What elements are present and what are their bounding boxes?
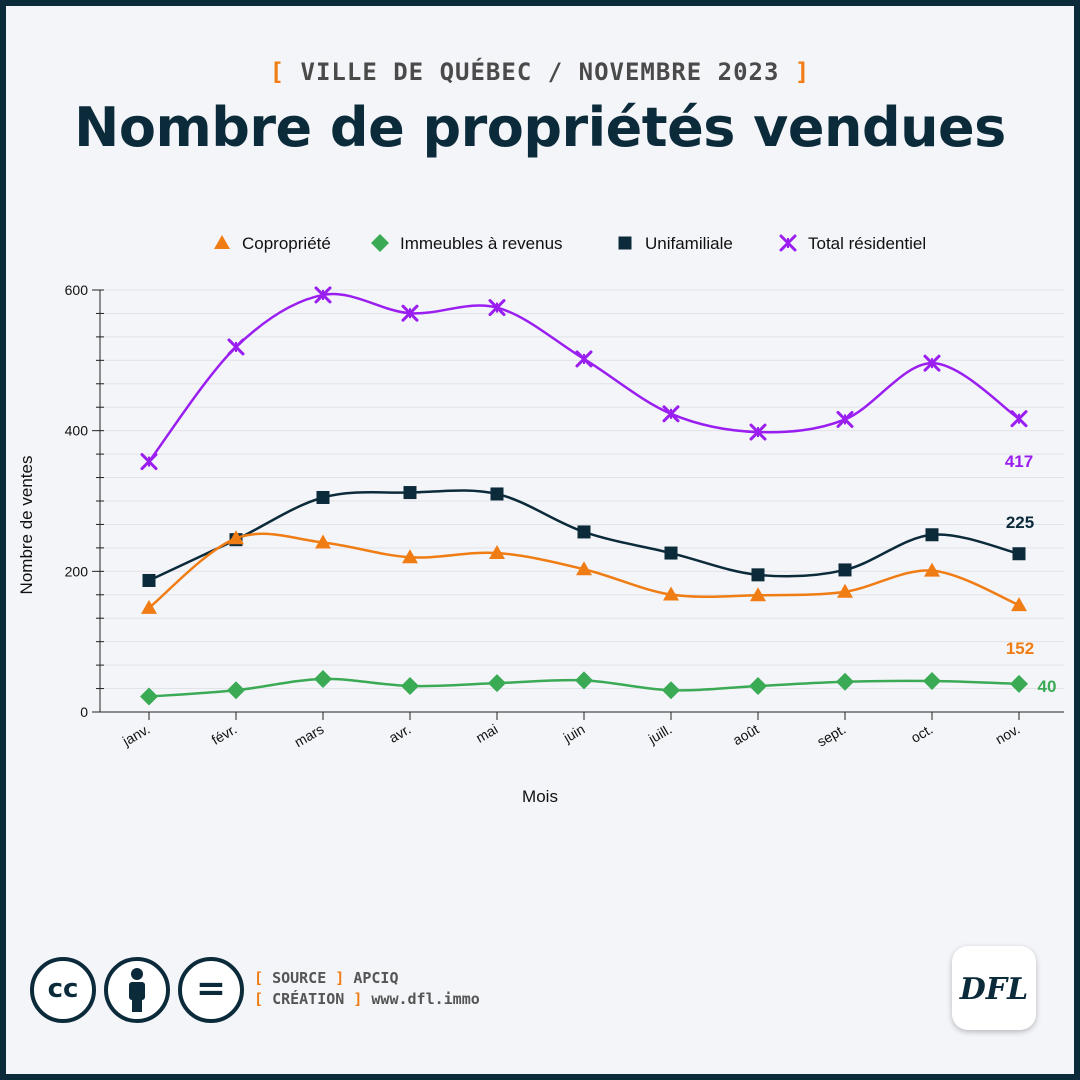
data-point-total-r-sidentiel — [314, 286, 332, 304]
data-point-copropri-t- — [837, 583, 853, 598]
data-point-unifamiliale — [316, 490, 330, 504]
data-point-unifamiliale — [490, 487, 504, 501]
attribution-icon — [104, 957, 170, 1023]
data-point-copropri-t- — [315, 534, 331, 549]
data-point-copropri-t- — [1011, 597, 1027, 612]
cc-license-icon: cc — [30, 957, 96, 1023]
legend-item-copropri-t-[interactable]: Copropriété — [214, 234, 331, 253]
legend-label: Total résidentiel — [808, 234, 926, 253]
data-point-copropri-t- — [750, 587, 766, 602]
legend-item-immeubles-revenus[interactable]: Immeubles à revenus — [371, 234, 563, 253]
x-axis-title: Mois — [522, 787, 558, 806]
end-label-immeubles-revenus: 40 — [1038, 677, 1057, 696]
data-point-immeubles-revenus — [749, 676, 767, 695]
data-point-total-r-sidentiel — [140, 453, 158, 471]
creation-label: CRÉATION — [272, 990, 345, 1008]
end-label-copropri-t-: 152 — [1006, 639, 1034, 658]
data-point-total-r-sidentiel — [836, 410, 854, 428]
cc-text: cc — [47, 974, 79, 1004]
y-axis-title: Nombre de ventes — [17, 456, 36, 595]
data-point-immeubles-revenus — [140, 687, 158, 706]
kicker-text: VILLE DE QUÉBEC / NOVEMBRE 2023 — [300, 58, 780, 86]
legend: Copropriété Immeubles à revenus Unifamilia… — [214, 234, 926, 253]
x-tick-label: juill. — [645, 721, 675, 747]
data-point-unifamiliale — [838, 563, 852, 577]
data-point-unifamiliale — [577, 525, 591, 539]
data-point-immeubles-revenus — [836, 672, 854, 691]
data-point-copropri-t- — [924, 562, 940, 577]
data-point-total-r-sidentiel — [401, 304, 419, 322]
x-tick-label: janv. — [119, 721, 153, 750]
data-point-copropri-t- — [141, 599, 157, 614]
legend-marker-immeubles-revenus — [371, 234, 389, 252]
data-point-total-r-sidentiel — [1010, 410, 1028, 428]
data-point-copropri-t- — [576, 561, 592, 576]
data-point-immeubles-revenus — [227, 681, 245, 700]
y-tick-label: 400 — [65, 423, 89, 439]
series-line-total-r-sidentiel — [148, 292, 1020, 463]
data-point-total-r-sidentiel — [662, 405, 680, 423]
data-point-total-r-sidentiel — [227, 338, 245, 356]
infographic-card: [ VILLE DE QUÉBEC / NOVEMBRE 2023 ] Nomb… — [6, 6, 1074, 1074]
data-point-immeubles-revenus — [314, 669, 332, 688]
data-point-immeubles-revenus — [401, 676, 419, 695]
line-chart: 0 200 400 600 janv. févr. mars avr. mai juin juill… — [17, 234, 1064, 806]
x-tick-label: sept. — [814, 721, 848, 750]
data-point-total-r-sidentiel — [923, 354, 941, 372]
data-point-unifamiliale — [142, 573, 156, 587]
x-tick-label: févr. — [209, 721, 240, 748]
source-credit: [ SOURCE ] APCIQ — [254, 969, 399, 987]
data-point-total-r-sidentiel — [488, 299, 506, 317]
data-point-total-r-sidentiel — [749, 423, 767, 441]
source-label: SOURCE — [272, 969, 327, 987]
creation-credit: [ CRÉATION ] www.dfl.immo — [254, 990, 480, 1008]
data-point-copropri-t- — [663, 586, 679, 601]
y-tick-label: 200 — [65, 563, 89, 579]
x-tick-label: nov. — [992, 721, 1022, 748]
x-tick-label: avr. — [386, 721, 414, 746]
data-point-copropri-t- — [402, 549, 418, 564]
legend-label: Copropriété — [242, 234, 331, 253]
data-point-copropri-t- — [489, 545, 505, 560]
data-point-unifamiliale — [664, 546, 678, 560]
page-title: Nombre de propriétés vendues — [74, 96, 1006, 159]
data-point-unifamiliale — [751, 568, 765, 582]
end-label-total-r-sidentiel: 417 — [1005, 452, 1033, 471]
legend-label: Unifamiliale — [645, 234, 733, 253]
data-point-immeubles-revenus — [1010, 674, 1028, 693]
legend-marker-total-r-sidentiel — [779, 234, 797, 252]
x-tick-label: mars — [292, 721, 327, 750]
legend-label: Immeubles à revenus — [400, 234, 563, 253]
legend-marker-copropri-t- — [214, 235, 230, 249]
legend-marker-unifamiliale — [618, 236, 632, 250]
x-tick-label: mai — [473, 721, 501, 746]
data-point-total-r-sidentiel — [575, 350, 593, 368]
creation-value[interactable]: www.dfl.immo — [371, 990, 480, 1008]
legend-item-total-r-sidentiel[interactable]: Total résidentiel — [779, 234, 926, 253]
data-point-immeubles-revenus — [662, 681, 680, 700]
source-value: APCIQ — [353, 969, 399, 987]
x-tick-label: juin — [560, 721, 588, 746]
equals-glyph: = — [195, 968, 227, 1009]
data-point-immeubles-revenus — [488, 674, 506, 693]
kicker: [ VILLE DE QUÉBEC / NOVEMBRE 2023 ] — [269, 58, 811, 86]
y-tick-label: 0 — [80, 704, 88, 720]
data-point-unifamiliale — [1012, 547, 1026, 561]
dfl-logo: DFL — [952, 946, 1036, 1030]
data-point-immeubles-revenus — [923, 672, 941, 691]
end-label-unifamiliale: 225 — [1006, 513, 1034, 532]
no-derivatives-icon: = — [178, 957, 244, 1023]
data-point-copropri-t- — [228, 530, 244, 545]
x-tick-label: août — [730, 721, 762, 749]
legend-item-unifamiliale[interactable]: Unifamiliale — [618, 234, 733, 253]
y-tick-label: 600 — [65, 282, 89, 298]
data-point-unifamiliale — [925, 528, 939, 542]
x-tick-label: oct. — [908, 721, 936, 746]
data-point-immeubles-revenus — [575, 671, 593, 690]
grid-lines — [100, 289, 1064, 690]
data-point-unifamiliale — [403, 486, 417, 500]
logo-text: DFL — [959, 972, 1029, 1007]
